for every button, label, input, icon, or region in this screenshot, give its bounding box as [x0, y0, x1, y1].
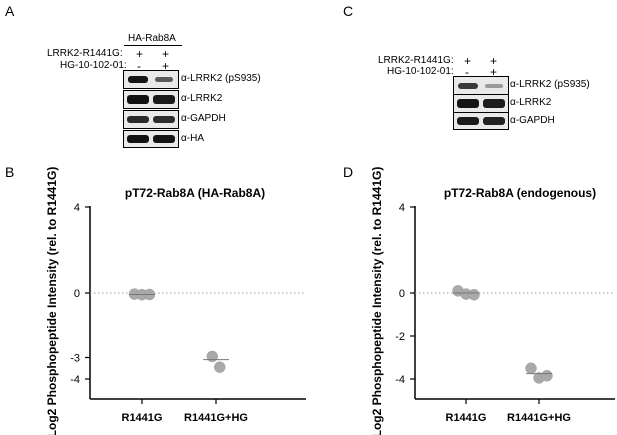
chart-d-point-5 — [541, 370, 553, 382]
chart-b-point-3 — [206, 350, 218, 363]
sign-a-r2-l1: - — [137, 59, 141, 73]
chart-b-xtick-label-0: R1441G — [122, 412, 163, 424]
sign-a-r1-l2: + — [162, 47, 170, 61]
chart-d-ylabel: Log2 Phosphopeptide Intensity (rel. to R… — [370, 167, 384, 435]
panel-d-letter: D — [343, 164, 354, 180]
blot-a-ps935 — [123, 70, 179, 89]
chart-b-point-4 — [214, 361, 226, 373]
blot-a-ha — [123, 130, 179, 148]
chart-d-xtick-label-0: R1441G — [446, 412, 487, 424]
chart-d-title: pT72-Rab8A (endogenous) — [443, 186, 597, 200]
panel-c-letter: C — [343, 3, 354, 19]
row-label-c-hg: HG-10-102-01: — [387, 66, 454, 77]
chart-b-ytick-label-0: 4 — [74, 202, 80, 214]
sign-c-r2-l1: - — [465, 65, 469, 79]
blot-a-lrrk2 — [123, 90, 179, 109]
blot-label-c-lrrk2: α-LRRK2 — [510, 97, 552, 108]
chart-b-ytick-label-2: -3 — [70, 353, 80, 365]
group-bracket — [124, 45, 182, 46]
chart-b-xtick-label-1: R1441G+HG — [184, 412, 248, 424]
chart-d-ytick-label-3: -4 — [395, 374, 405, 386]
sign-c-r1-l1: + — [464, 54, 472, 68]
sign-a-r2-l2: + — [162, 59, 170, 73]
sign-c-r2-l2: + — [490, 65, 498, 79]
chart-b-ylabel: Log2 Phosphopeptide Intensity (rel. to R… — [45, 167, 59, 435]
row-label-c-lrrk2: LRRK2-R1441G: — [378, 55, 454, 66]
sign-c-r1-l2: + — [490, 54, 498, 68]
chart-b-ytick-label-3: -4 — [70, 374, 80, 386]
chart-d-point-2 — [468, 288, 480, 301]
blot-a-gapdh — [123, 110, 179, 129]
group-label: HA-Rab8A — [128, 33, 176, 44]
chart-d-ytick-label-0: 4 — [399, 202, 405, 214]
blot-label-a-ps935: α-LRRK2 (pS935) — [181, 73, 261, 84]
row-label-hg: HG-10-102-01: — [60, 60, 127, 71]
blot-label-c-gapdh: α-GAPDH — [510, 115, 555, 126]
chart-b-title: pT72-Rab8A (HA-Rab8A) — [124, 186, 266, 200]
chart-d-xtick-label-1: R1441G+HG — [507, 412, 571, 424]
chart-d-point-3 — [525, 362, 537, 374]
blot-label-c-ps935: α-LRRK2 (pS935) — [510, 79, 590, 90]
panel-b-letter: B — [5, 164, 15, 180]
panel-a-letter: A — [5, 3, 15, 19]
blot-label-a-gapdh: α-GAPDH — [181, 113, 226, 124]
chart-d-ytick-label-1: 0 — [399, 288, 405, 300]
chart-b-ytick-label-1: 0 — [74, 288, 80, 300]
blot-c-gapdh — [453, 112, 509, 130]
blot-label-a-lrrk2: α-LRRK2 — [181, 93, 223, 104]
chart-d-ytick-label-2: -2 — [395, 331, 405, 343]
sign-a-r1-l1: + — [136, 47, 144, 61]
row-label-lrrk2: LRRK2-R1441G: — [47, 48, 123, 59]
blot-label-a-ha: α-HA — [181, 133, 205, 144]
